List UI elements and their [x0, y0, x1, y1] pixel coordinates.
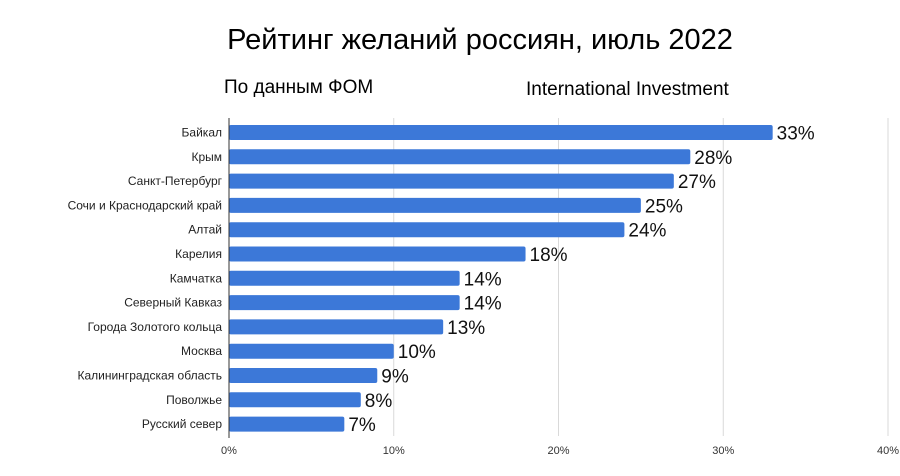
- bar: [229, 197, 641, 213]
- x-tick-label: 0%: [221, 445, 237, 457]
- category-label: Города Золотого кольца: [88, 320, 223, 334]
- data-label: 8%: [365, 391, 393, 412]
- x-tick-label: 10%: [383, 445, 405, 457]
- chart-subtitle-source: По данным ФОМ: [224, 77, 374, 98]
- bar: [229, 173, 674, 189]
- data-label: 10%: [398, 342, 436, 363]
- category-label: Байкал: [182, 126, 222, 140]
- data-label: 24%: [628, 221, 666, 242]
- bar: [229, 246, 526, 262]
- category-label: Камчатка: [170, 271, 223, 285]
- category-label: Северный Кавказ: [124, 296, 222, 310]
- category-label: Русский север: [142, 417, 222, 431]
- data-label: 25%: [645, 196, 683, 217]
- x-tick-label: 30%: [712, 445, 734, 457]
- bar: [229, 392, 361, 408]
- chart-title: Рейтинг желаний россиян, июль 2022: [227, 24, 733, 56]
- category-label: Сочи и Краснодарский край: [68, 198, 222, 212]
- category-label: Поволжье: [166, 393, 222, 407]
- data-label: 9%: [381, 367, 409, 388]
- x-tick-label: 20%: [547, 445, 569, 457]
- data-label: 14%: [464, 269, 502, 290]
- bar: [229, 416, 345, 432]
- bar: [229, 295, 460, 311]
- data-label: 28%: [694, 148, 732, 169]
- category-label: Калининградская область: [77, 369, 222, 383]
- chart-subtitle-publisher: International Investment: [526, 79, 729, 100]
- bar: [229, 222, 625, 238]
- category-label: Крым: [191, 150, 222, 164]
- data-label: 33%: [777, 124, 815, 145]
- data-label: 27%: [678, 172, 716, 193]
- category-label: Алтай: [188, 223, 222, 237]
- bar: [229, 368, 378, 383]
- bar: [229, 343, 394, 359]
- category-label: Москва: [181, 344, 222, 358]
- data-label: 18%: [530, 245, 568, 266]
- data-label: 14%: [464, 294, 502, 315]
- x-tick-label: 40%: [877, 445, 899, 457]
- bar: [229, 319, 444, 335]
- data-label: 7%: [348, 415, 376, 436]
- category-label: Санкт-Петербург: [128, 174, 223, 188]
- data-label: 13%: [447, 318, 485, 339]
- category-label: Карелия: [175, 247, 222, 261]
- bar: [229, 270, 460, 286]
- bar: [229, 125, 773, 140]
- bar: [229, 149, 691, 165]
